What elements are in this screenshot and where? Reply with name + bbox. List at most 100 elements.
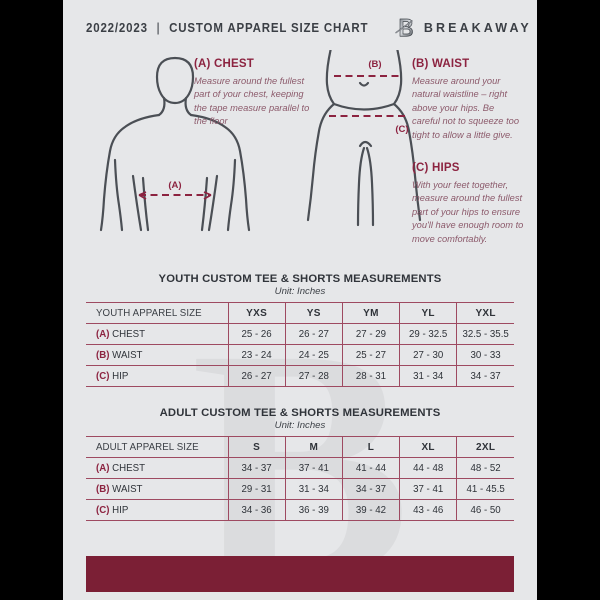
youth-table-unit: Unit: Inches: [274, 286, 326, 297]
youth-row-label-waist: (B) WAIST: [86, 344, 229, 366]
cell: 26 - 27: [285, 323, 343, 345]
cell: 48 - 52: [456, 457, 514, 479]
adult-row-label-hip: (C) HIP: [86, 499, 229, 521]
cell: 34 - 36: [228, 499, 286, 521]
cell: 46 - 50: [456, 499, 514, 521]
adult-size-header: ADULT APPAREL SIZE: [86, 436, 229, 458]
cell: 27 - 28: [285, 365, 343, 387]
size-chart-page: B 2022/2023 | CUSTOM APPAREL SIZE CHART: [63, 0, 537, 600]
hip-line-label: (C): [395, 124, 408, 135]
adult-header-row: ADULT APPAREL SIZE S M L XL 2XL: [86, 436, 514, 458]
row-tag: (B): [96, 483, 110, 495]
header-season: 2022/2023: [86, 21, 148, 35]
table-row: (C) HIP 26 - 27 27 - 28 28 - 31 31 - 34 …: [86, 365, 514, 387]
chest-measure-line: [138, 191, 212, 200]
waist-description: Measure around your natural waistline – …: [412, 76, 519, 140]
adult-row-label-waist: (B) WAIST: [86, 478, 229, 500]
row-label: CHEST: [112, 462, 145, 474]
cell: 28 - 31: [342, 365, 401, 387]
youth-header-row: YOUTH APPAREL SIZE YXS YS YM YL YXL: [86, 302, 514, 324]
row-tag: (C): [96, 370, 110, 382]
header-separator: |: [156, 21, 161, 35]
adult-size-section: ADULT CUSTOM TEE & SHORTS MEASUREMENTS U…: [86, 407, 514, 521]
cell: 27 - 30: [399, 344, 458, 366]
hips-description-block: (C) HIPS With your feet together, measur…: [412, 162, 524, 246]
cell: 34 - 37: [456, 365, 514, 387]
cell: 29 - 31: [228, 478, 286, 500]
table-row: (C) HIP 34 - 36 36 - 39 39 - 42 43 - 46 …: [86, 499, 514, 521]
waist-description-block: (B) WAIST Measure around your natural wa…: [412, 58, 524, 142]
body-figures: (A) (B): [99, 50, 422, 232]
waist-line-label: (B): [368, 59, 381, 70]
youth-size-yxs: YXS: [228, 302, 286, 324]
youth-row-label-hip: (C) HIP: [86, 365, 229, 387]
chest-description-block: (A) CHEST Measure around the fullest par…: [194, 58, 314, 129]
cell: 39 - 42: [342, 499, 401, 521]
adult-size-table: ADULT APPAREL SIZE S M L XL 2XL (A) CHES…: [86, 436, 514, 521]
table-row: (B) WAIST 23 - 24 24 - 25 25 - 27 27 - 3…: [86, 344, 514, 366]
chest-description: Measure around the fullest part of your …: [194, 76, 310, 127]
row-tag: (A): [96, 462, 110, 474]
youth-size-yl: YL: [399, 302, 458, 324]
chest-heading: (A) CHEST: [194, 58, 254, 70]
adult-table-unit: Unit: Inches: [274, 420, 326, 431]
row-tag: (C): [96, 504, 110, 516]
cell: 41 - 45.5: [456, 478, 514, 500]
row-label: HIP: [112, 370, 129, 382]
cell: 34 - 37: [342, 478, 401, 500]
upper-body-figure: [99, 56, 251, 232]
footer-bar: [86, 556, 514, 592]
cell: 24 - 25: [285, 344, 343, 366]
youth-size-table: YOUTH APPAREL SIZE YXS YS YM YL YXL (A) …: [86, 302, 514, 387]
row-tag: (B): [96, 349, 110, 361]
table-row: (A) CHEST 25 - 26 26 - 27 27 - 29 29 - 3…: [86, 323, 514, 345]
page-header: 2022/2023 | CUSTOM APPAREL SIZE CHART BR…: [63, 0, 537, 56]
cell: 32.5 - 35.5: [456, 323, 514, 345]
cell: 43 - 46: [399, 499, 458, 521]
cell: 37 - 41: [399, 478, 458, 500]
cell: 31 - 34: [399, 365, 458, 387]
header-title-group: 2022/2023 | CUSTOM APPAREL SIZE CHART: [86, 21, 368, 35]
table-row: (B) WAIST 29 - 31 31 - 34 34 - 37 37 - 4…: [86, 478, 514, 500]
lower-body-figure: [306, 50, 422, 227]
cell: 34 - 37: [228, 457, 286, 479]
cell: 37 - 41: [285, 457, 343, 479]
hips-heading: (C) HIPS: [412, 162, 460, 174]
cell: 41 - 44: [342, 457, 401, 479]
adult-row-label-chest: (A) CHEST: [86, 457, 229, 479]
adult-size-s: S: [228, 436, 286, 458]
waist-heading: (B) WAIST: [412, 58, 470, 70]
youth-size-ym: YM: [342, 302, 401, 324]
adult-size-l: L: [342, 436, 401, 458]
adult-size-xl: XL: [399, 436, 458, 458]
page-title: CUSTOM APPAREL SIZE CHART: [169, 21, 369, 35]
cell: 25 - 27: [342, 344, 401, 366]
table-row: (A) CHEST 34 - 37 37 - 41 41 - 44 44 - 4…: [86, 457, 514, 479]
youth-size-section: YOUTH CUSTOM TEE & SHORTS MEASUREMENTS U…: [86, 273, 514, 387]
youth-size-yxl: YXL: [456, 302, 514, 324]
youth-size-header: YOUTH APPAREL SIZE: [86, 302, 229, 324]
row-label: HIP: [112, 504, 129, 516]
adult-size-2xl: 2XL: [456, 436, 514, 458]
measurement-illustrations: (A) (B): [63, 50, 537, 270]
cell: 29 - 32.5: [399, 323, 458, 345]
row-label: WAIST: [112, 483, 143, 495]
row-tag: (A): [96, 328, 110, 340]
youth-table-title: YOUTH CUSTOM TEE & SHORTS MEASUREMENTS: [158, 273, 442, 285]
cell: 44 - 48: [399, 457, 458, 479]
adult-size-m: M: [285, 436, 343, 458]
brand-lockup: BREAKAWAY: [393, 15, 532, 41]
cell: 30 - 33: [456, 344, 514, 366]
cell: 31 - 34: [285, 478, 343, 500]
cell: 25 - 26: [228, 323, 286, 345]
youth-row-label-chest: (A) CHEST: [86, 323, 229, 345]
cell: 23 - 24: [228, 344, 286, 366]
adult-table-title: ADULT CUSTOM TEE & SHORTS MEASUREMENTS: [159, 407, 441, 419]
chest-line-label: (A): [168, 180, 181, 191]
row-label: CHEST: [112, 328, 145, 340]
cell: 27 - 29: [342, 323, 401, 345]
hips-description: With your feet together, measure around …: [412, 180, 524, 244]
cell: 26 - 27: [228, 365, 286, 387]
cell: 36 - 39: [285, 499, 343, 521]
breakaway-b-logo-icon: [394, 18, 413, 37]
